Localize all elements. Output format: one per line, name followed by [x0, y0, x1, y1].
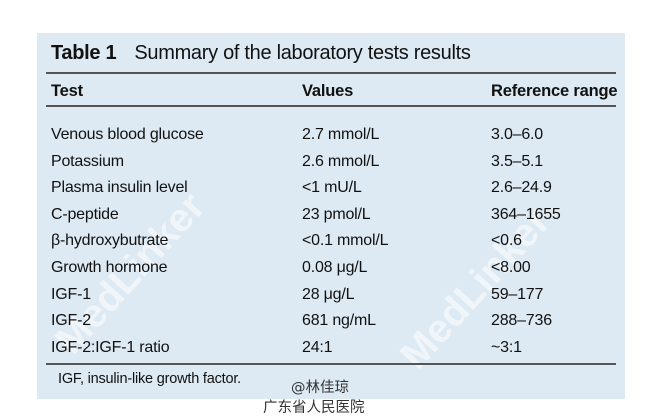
stamp-hospital: 广东省人民医院 — [263, 400, 365, 416]
cell-test: C-peptide — [51, 205, 119, 223]
table-panel: MedLinker MedLinker Table 1 Summary of th… — [37, 33, 625, 399]
cell-value: 24:1 — [302, 338, 333, 356]
header-test: Test — [51, 82, 83, 100]
cell-value: 2.6 mmol/L — [302, 152, 380, 170]
stamp-author: @林佳琼 — [291, 380, 349, 396]
cell-reference: <8.00 — [491, 259, 531, 276]
cell-reference: 59–177 — [491, 285, 544, 303]
cell-value: <0.1 mmol/L — [302, 232, 389, 250]
cell-reference: 3.0–6.0 — [491, 126, 543, 143]
cell-test: Growth hormone — [51, 259, 168, 276]
cell-value: <1 mU/L — [302, 179, 362, 197]
cell-test: IGF-2:IGF-1 ratio — [51, 338, 170, 356]
cell-value: 0.08 μg/L — [302, 259, 368, 276]
cell-reference: <0.6 — [491, 232, 522, 250]
cell-value: 28 μg/L — [302, 285, 355, 303]
cell-reference: ~3:1 — [491, 338, 522, 356]
header-values: Values — [302, 82, 354, 100]
bottom-rule — [46, 363, 616, 365]
cell-value: 681 ng/mL — [302, 312, 376, 330]
cell-test: IGF-1 — [51, 285, 91, 303]
table-caption: Table 1 Summary of the laboratory tests r… — [51, 42, 471, 65]
table-footnote: IGF, insulin-like growth factor. — [58, 371, 241, 387]
header-rule — [46, 105, 616, 107]
table-label: Table 1 — [51, 42, 117, 64]
cell-reference: 2.6–24.9 — [491, 179, 552, 197]
cell-reference: 288–736 — [491, 312, 552, 330]
top-rule — [46, 72, 616, 74]
cell-test: β-hydroxybutrate — [51, 232, 169, 250]
cell-value: 23 pmol/L — [302, 205, 371, 223]
cell-value: 2.7 mmol/L — [302, 126, 380, 143]
table-title: Summary of the laboratory tests results — [134, 42, 471, 64]
cell-test: Venous blood glucose — [51, 126, 204, 143]
header-reference-range: Reference range — [491, 82, 618, 100]
cell-test: Potassium — [51, 152, 124, 170]
cell-reference: 3.5–5.1 — [491, 152, 543, 170]
cell-test: IGF-2 — [51, 312, 91, 330]
cell-test: Plasma insulin level — [51, 179, 188, 197]
cell-reference: 364–1655 — [491, 205, 561, 223]
